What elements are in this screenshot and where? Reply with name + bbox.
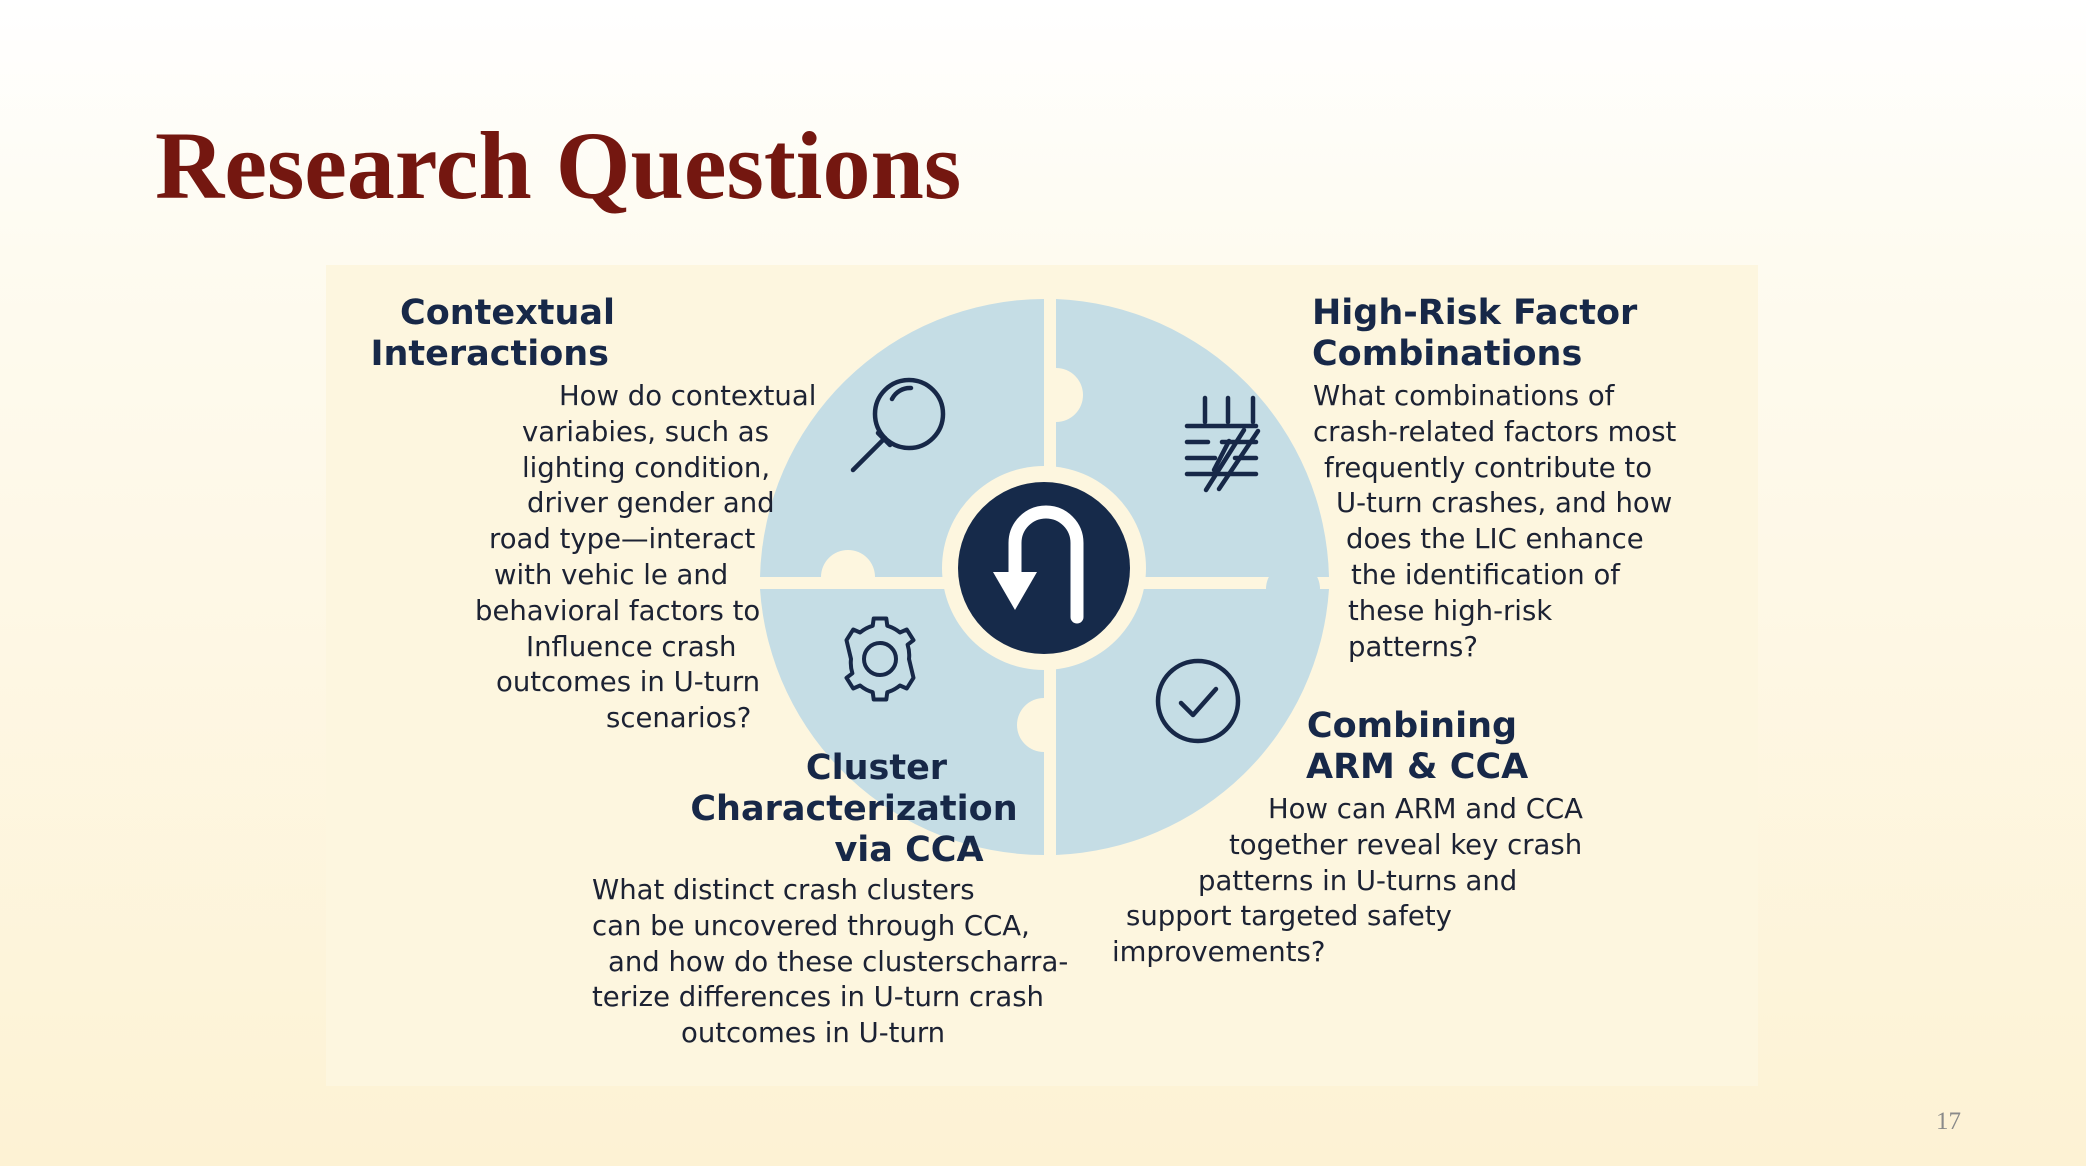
heading-line: Cluster xyxy=(805,748,948,788)
slide-title: Research Questions xyxy=(155,112,962,219)
text-line: improvements? xyxy=(1112,936,1326,969)
heading-line: via CCA xyxy=(834,830,984,870)
high-risk-combinations-text: What combinations of crash-related facto… xyxy=(326,379,1758,665)
text-line: support targeted safety xyxy=(1126,900,1452,933)
text-line: outcomes in U-turn xyxy=(496,666,761,699)
combining-arm-cca-text: How can ARM and CCA together reveal key … xyxy=(326,792,1758,971)
text-line: with vehic le and xyxy=(494,558,729,591)
text-line: How do contextual xyxy=(559,380,817,412)
text-line: terize differences in U-turn crash xyxy=(592,981,1044,1014)
text-line: U-turn crashes, and how xyxy=(1336,487,1673,520)
cluster-characterization-heading: Cluster Characterization via CCA xyxy=(690,748,1074,871)
text-line: the identification of xyxy=(1351,558,1620,591)
high-risk-combinations-heading: High-Risk Factor Combinations xyxy=(1312,293,1637,375)
text-line: behavioral factors to xyxy=(475,594,761,627)
heading-line: High-Risk Factor xyxy=(1312,293,1638,333)
heading-line: Combinations xyxy=(1312,334,1583,374)
text-line: road type—interact xyxy=(489,523,756,556)
diagram-panel: Contextual Interactions How do contextua… xyxy=(326,265,1758,1086)
text-line: scenarios? xyxy=(606,702,752,735)
magnifying-glass-icon xyxy=(850,377,946,473)
text-line: can be uncovered through CCA, xyxy=(592,909,1030,942)
text-line: driver gender and xyxy=(527,487,775,520)
text-line: crash-related factors most xyxy=(1313,415,1677,448)
text-line: variabies, such as xyxy=(522,415,769,448)
contextual-interactions-heading: Contextual Interactions xyxy=(370,293,615,375)
text-line: patterns in U-turns and xyxy=(1198,864,1518,897)
puzzle-piece-bottom-right xyxy=(1056,562,1329,855)
text-line: together reveal key crash xyxy=(1229,828,1583,861)
check-circle-icon xyxy=(1155,658,1241,744)
puzzle-diagram xyxy=(760,299,1329,855)
text-line: outcomes in U-turn xyxy=(681,1017,946,1050)
text-line: Influence crash xyxy=(526,630,737,663)
text-line: frequently contribute to xyxy=(1324,451,1653,484)
heading-line: Interactions xyxy=(370,334,609,374)
cluster-characterization-text: What distinct crash clusters can be unco… xyxy=(326,873,1758,1052)
text-line: these high-risk xyxy=(1348,594,1553,627)
text-line: does the LIC enhance xyxy=(1346,523,1644,556)
u-turn-arrow-icon xyxy=(993,505,1084,624)
gear-icon xyxy=(844,616,916,702)
hub-circle xyxy=(958,482,1130,654)
heading-line: Combining xyxy=(1306,706,1518,746)
heading-line: ARM & CCA xyxy=(1306,747,1529,787)
text-line: What combinations of xyxy=(1313,380,1615,412)
heading-line: Characterization xyxy=(690,789,1018,829)
text-line: patterns? xyxy=(1348,630,1478,663)
puzzle-piece-bottom-left xyxy=(760,589,1044,855)
combining-arm-cca-heading: Combining ARM & CCA xyxy=(1306,706,1528,788)
heading-line: Contextual xyxy=(400,293,615,333)
contextual-interactions-text: How do contextual variabies, such as lig… xyxy=(326,379,1758,737)
road-lanes-icon xyxy=(1184,395,1261,493)
text-line: lighting condition, xyxy=(522,451,771,484)
text-line: and how do these clusterscharra- xyxy=(608,945,1069,978)
text-line: How can ARM and CCA xyxy=(1268,793,1583,825)
page-number: 17 xyxy=(1936,1108,1961,1135)
text-line: What distinct crash clusters xyxy=(592,874,975,906)
